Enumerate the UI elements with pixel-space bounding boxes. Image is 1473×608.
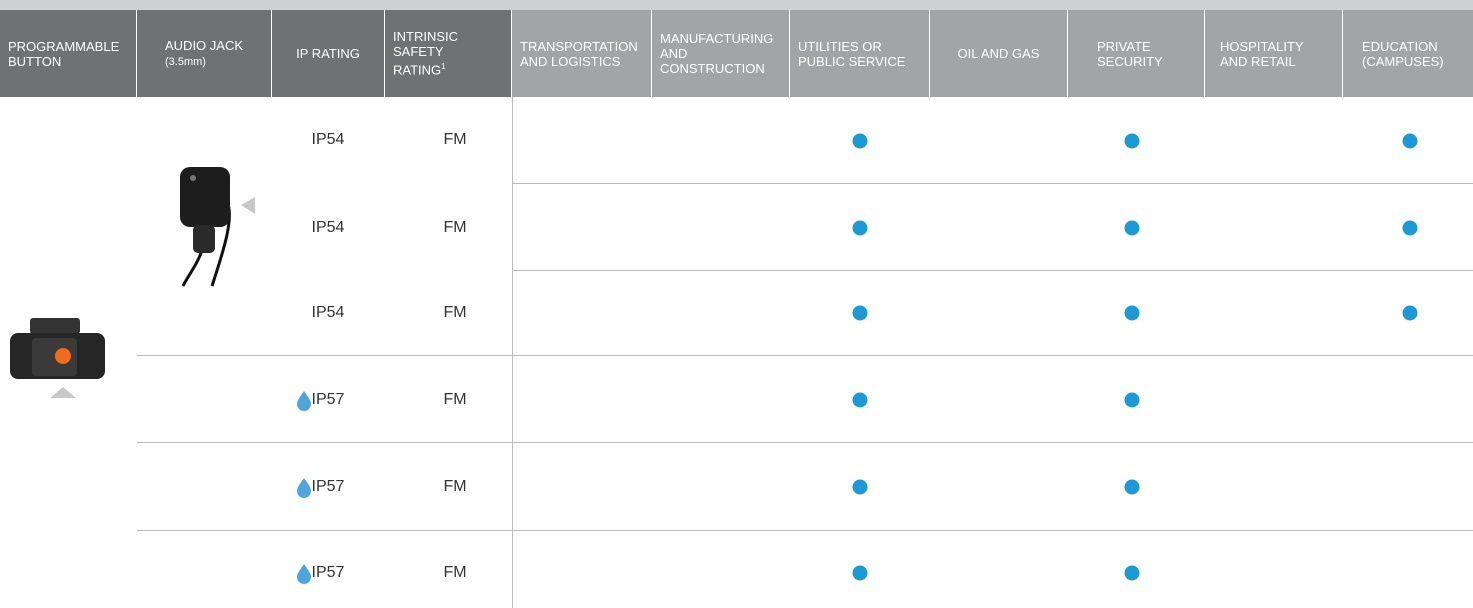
header-text: TRANSPORTATION AND LOGISTICS [520, 38, 638, 69]
header-cell: IP RATING [272, 10, 385, 97]
header-text: AUDIO JACK [165, 37, 244, 53]
header-text: PRIVATE SECURITY [1097, 38, 1163, 69]
header-text: HOSPITALITY AND RETAIL [1220, 38, 1304, 69]
ip-rating: IP57 [311, 564, 345, 581]
market-dots [852, 133, 1418, 581]
safety-rating: FM [443, 131, 467, 148]
divider [512, 97, 513, 608]
header-text: MANUFACTURING AND CONSTRUCTION [660, 31, 774, 76]
row-line [137, 442, 1473, 443]
header-text: INTRINSIC SAFETY RATING [393, 29, 458, 78]
safety-rating: FM [443, 478, 467, 495]
safety-rating: FM [443, 304, 467, 321]
header-cell: INTRINSIC SAFETY RATING1 [385, 10, 512, 97]
ip-rating: IP54 [311, 131, 345, 148]
header-text: IP RATING [296, 46, 360, 61]
header-text: PROGRAMMABLE BUTTON [8, 38, 120, 69]
header-cell: TRANSPORTATION AND LOGISTICS [512, 10, 652, 97]
header-cell: PROGRAMMABLE BUTTON [0, 10, 137, 97]
row-line [512, 270, 1473, 271]
ip-rating: IP54 [311, 219, 345, 236]
ip-rating: IP57 [311, 391, 345, 408]
safety-rating: FM [443, 564, 467, 581]
footnote-mark: 1 [441, 62, 446, 72]
header-cell: UTILITIES OR PUBLIC SERVICE [790, 10, 930, 97]
safety-rating: FM [443, 391, 467, 408]
safety-rating: FM [443, 219, 467, 236]
row-line [137, 355, 1473, 356]
header-text: EDUCATION (CAMPUSES) [1362, 38, 1444, 69]
row-line [137, 530, 1473, 531]
microphone-image [180, 167, 255, 287]
header-cell: HOSPITALITY AND RETAIL [1205, 10, 1343, 97]
header-text: OIL AND GAS [957, 46, 1040, 61]
water-drops [297, 391, 311, 584]
row-line [512, 183, 1473, 184]
header-cell: MANUFACTURING AND CONSTRUCTION [652, 10, 790, 97]
top-strip [0, 0, 1473, 10]
header-cell: EDUCATION (CAMPUSES) [1343, 10, 1473, 97]
header-cell: PRIVATE SECURITY [1068, 10, 1205, 97]
header-cell: OIL AND GAS [930, 10, 1068, 97]
button-accessory-image [10, 318, 105, 398]
ip-rating: IP57 [311, 478, 345, 495]
header-note: (3.5mm) [165, 55, 206, 68]
header-text: UTILITIES OR PUBLIC SERVICE [798, 38, 906, 69]
header-cell: AUDIO JACK (3.5mm) [137, 10, 272, 97]
ip-rating: IP54 [311, 304, 345, 321]
